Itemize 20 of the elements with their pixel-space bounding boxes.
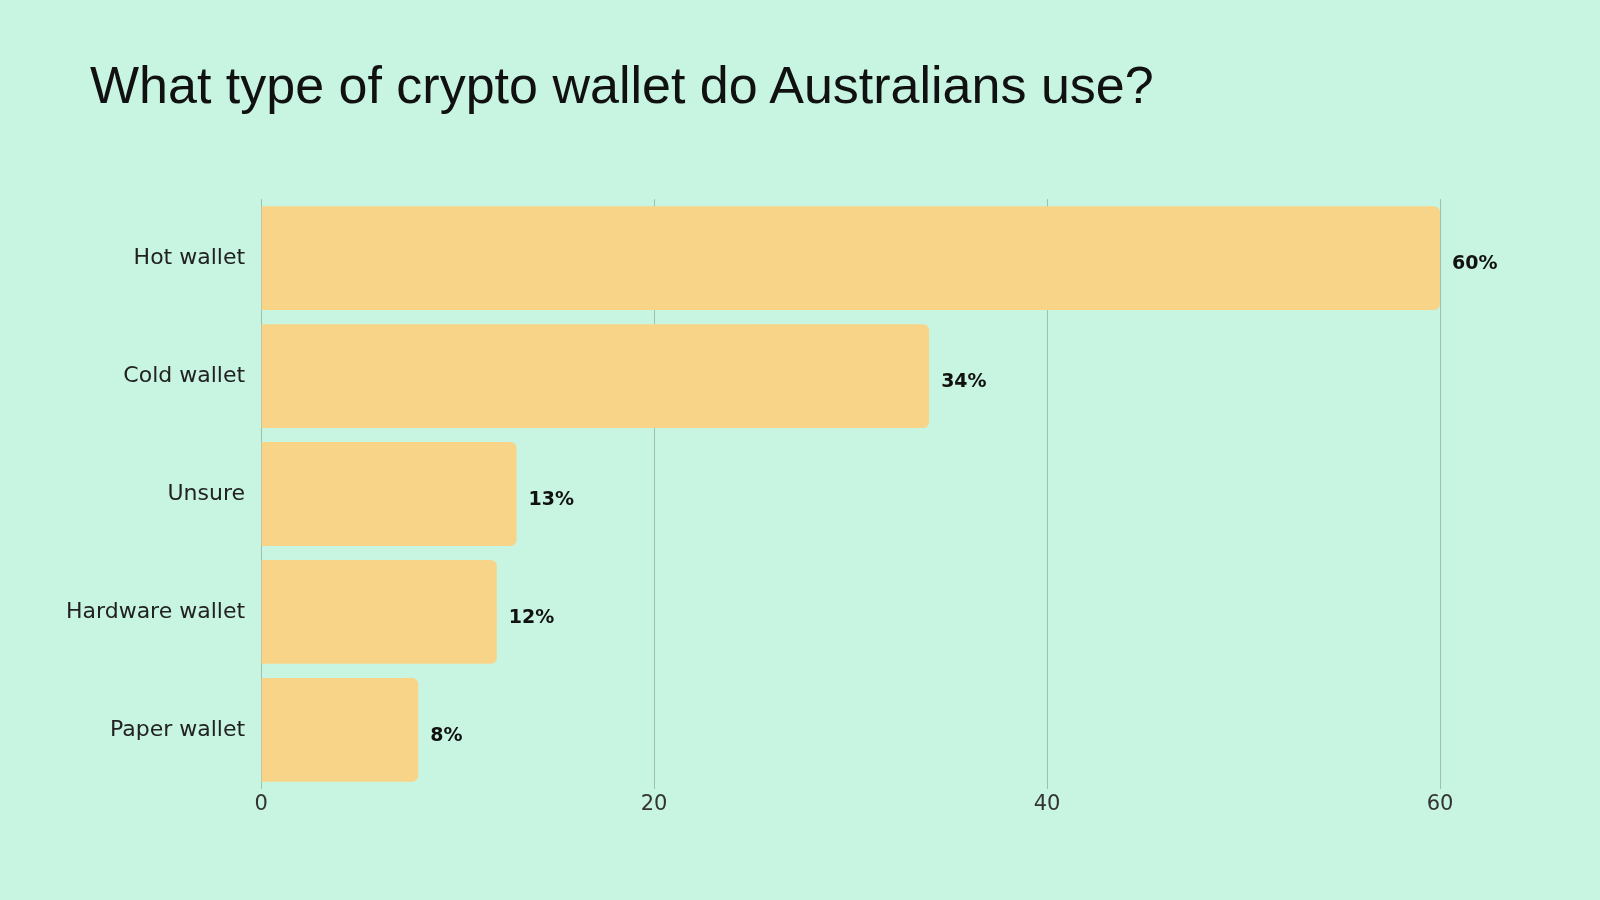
bar — [261, 560, 497, 664]
bar — [261, 206, 1440, 311]
data-label: 12% — [508, 604, 555, 627]
bar — [261, 677, 419, 782]
x-tick-label: 60 — [1426, 790, 1454, 815]
data-label: 34% — [941, 369, 987, 392]
y-tick-label: Paper wallet — [109, 715, 246, 741]
data-label: 8% — [430, 722, 463, 745]
data-label: 13% — [528, 486, 574, 509]
y-tick-label: Unsure — [167, 479, 246, 505]
bar — [261, 324, 930, 428]
y-tick-label: Hot wallet — [133, 243, 246, 269]
bar — [261, 442, 517, 546]
y-tick-label: Cold wallet — [123, 361, 246, 387]
data-label: 60% — [1452, 251, 1498, 274]
chart-title: What type of crypto wallet do Australians use? — [90, 55, 1154, 115]
x-tick-label: 20 — [640, 790, 668, 815]
x-tick-label: 40 — [1033, 790, 1061, 815]
x-tick-label: 0 — [254, 790, 268, 815]
y-tick-label: Hardware wallet — [65, 597, 246, 623]
